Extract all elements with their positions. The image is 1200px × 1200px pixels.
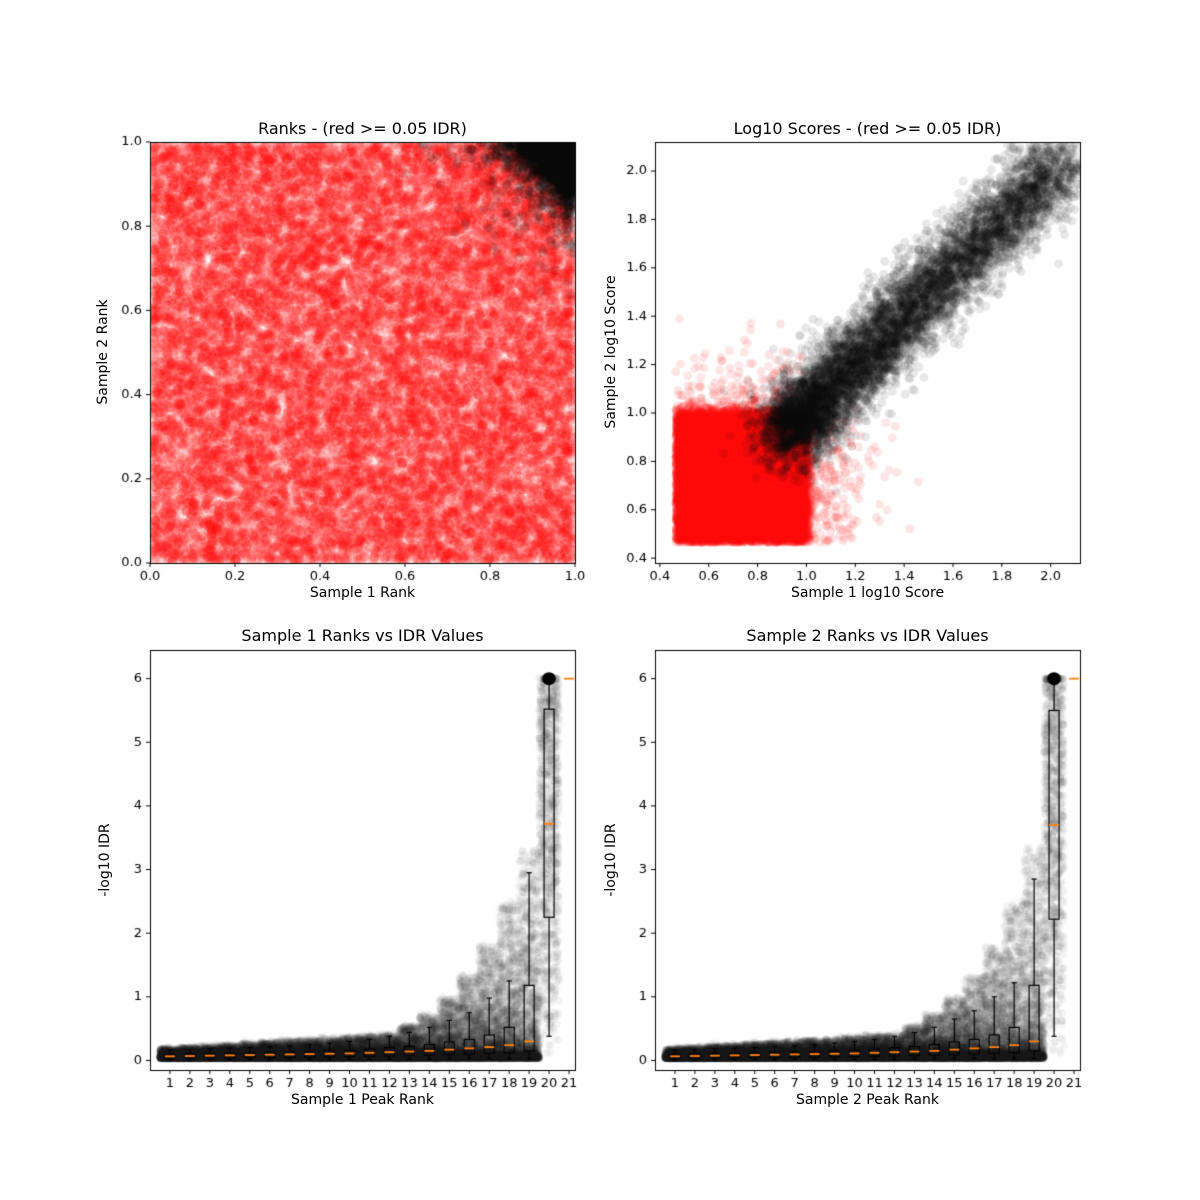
plot4-yaxis-label: -log10 IDR bbox=[603, 823, 619, 897]
plot4-title: Sample 2 Ranks vs IDR Values bbox=[746, 626, 989, 645]
plot4-xaxis-label: Sample 2 Peak Rank bbox=[796, 1092, 939, 1108]
plot3-yaxis-label: -log10 IDR bbox=[97, 823, 113, 897]
plot2-xaxis-label: Sample 1 log10 Score bbox=[790, 585, 945, 601]
plot3-xaxis-label: Sample 1 Peak Rank bbox=[291, 1092, 434, 1108]
plot1-yaxis-label: Sample 2 Rank bbox=[95, 299, 111, 405]
plot2-yaxis-label: Sample 2 log10 Score bbox=[603, 275, 619, 429]
plot1-xaxis-label: Sample 1 Rank bbox=[309, 585, 416, 601]
plot1-title: Ranks - (red >= 0.05 IDR) bbox=[258, 119, 467, 138]
plot2-title: Log10 Scores - (red >= 0.05 IDR) bbox=[733, 119, 1002, 138]
plot3-title: Sample 1 Ranks vs IDR Values bbox=[241, 626, 484, 645]
